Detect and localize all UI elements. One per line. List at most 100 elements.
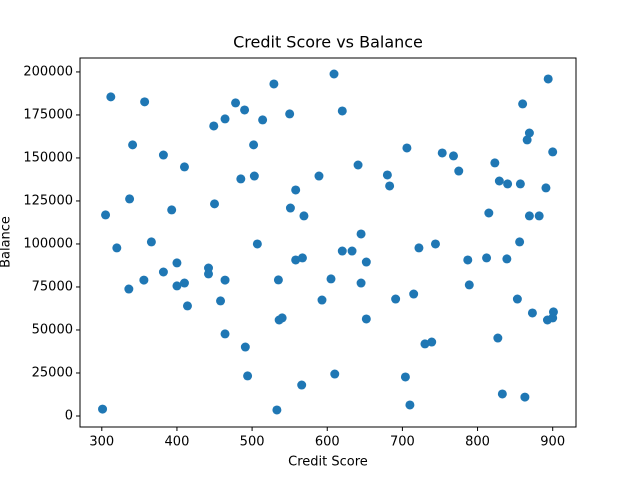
point bbox=[414, 243, 424, 253]
point bbox=[98, 404, 108, 414]
point bbox=[527, 308, 537, 318]
point bbox=[273, 275, 283, 285]
point bbox=[385, 181, 395, 191]
x-tick-label: 900 bbox=[540, 435, 565, 450]
point bbox=[125, 194, 135, 204]
y-tick-label: 200000 bbox=[23, 64, 73, 79]
point bbox=[277, 313, 287, 323]
point bbox=[317, 295, 327, 305]
point bbox=[231, 98, 241, 108]
x-tick-label: 700 bbox=[390, 435, 415, 450]
point bbox=[337, 246, 347, 256]
y-axis-label: Balance bbox=[0, 216, 14, 268]
point bbox=[503, 179, 513, 189]
point bbox=[249, 171, 259, 181]
point bbox=[272, 405, 282, 415]
point bbox=[179, 278, 189, 288]
point bbox=[522, 135, 532, 145]
point bbox=[326, 274, 336, 284]
point bbox=[524, 211, 534, 221]
point bbox=[182, 301, 192, 311]
point bbox=[236, 174, 246, 184]
point bbox=[524, 128, 534, 138]
point bbox=[216, 296, 226, 306]
point bbox=[158, 267, 168, 277]
point bbox=[464, 280, 474, 290]
point bbox=[548, 147, 558, 157]
x-tick-label: 300 bbox=[89, 435, 114, 450]
y-tick-label: 25000 bbox=[32, 365, 73, 380]
point bbox=[204, 269, 214, 279]
y-tick-label: 75000 bbox=[32, 279, 73, 294]
point bbox=[515, 179, 525, 189]
point bbox=[314, 171, 324, 181]
point bbox=[515, 237, 525, 247]
point bbox=[543, 74, 553, 84]
point bbox=[356, 278, 366, 288]
point bbox=[548, 307, 558, 317]
point bbox=[534, 211, 544, 221]
point bbox=[347, 246, 357, 256]
point bbox=[299, 211, 309, 221]
point bbox=[353, 160, 363, 170]
point bbox=[482, 253, 492, 263]
point bbox=[285, 203, 295, 213]
point bbox=[128, 140, 138, 150]
point bbox=[402, 143, 412, 153]
plot-frame bbox=[79, 57, 577, 428]
point bbox=[291, 255, 301, 265]
point bbox=[427, 337, 437, 347]
point bbox=[146, 237, 156, 247]
point bbox=[209, 121, 219, 131]
point bbox=[112, 243, 122, 253]
point bbox=[484, 208, 494, 218]
x-tick-label: 800 bbox=[465, 435, 490, 450]
point bbox=[210, 199, 220, 209]
point bbox=[297, 253, 307, 263]
x-tick-label: 600 bbox=[315, 435, 340, 450]
point bbox=[258, 115, 268, 125]
point bbox=[494, 176, 504, 186]
point bbox=[101, 210, 111, 220]
point bbox=[497, 389, 507, 399]
y-tick-label: 150000 bbox=[23, 150, 73, 165]
point bbox=[240, 342, 250, 352]
chart-title: Credit Score vs Balance bbox=[233, 33, 423, 52]
point bbox=[361, 314, 371, 324]
point bbox=[220, 114, 230, 124]
point bbox=[409, 289, 419, 299]
point bbox=[400, 372, 410, 382]
point bbox=[430, 239, 440, 249]
point bbox=[463, 255, 473, 265]
point bbox=[172, 258, 182, 268]
y-tick-label: 50000 bbox=[32, 322, 73, 337]
point bbox=[520, 392, 530, 402]
point bbox=[405, 400, 415, 410]
point bbox=[249, 140, 259, 150]
y-tick-label: 125000 bbox=[23, 193, 73, 208]
point bbox=[139, 275, 149, 285]
point bbox=[391, 294, 401, 304]
point bbox=[518, 99, 528, 109]
point bbox=[329, 69, 339, 79]
y-tick-label: 0 bbox=[65, 408, 73, 423]
point bbox=[449, 151, 459, 161]
point bbox=[220, 329, 230, 339]
x-axis-label: Credit Score bbox=[288, 455, 368, 470]
point bbox=[124, 284, 134, 294]
point bbox=[437, 148, 447, 158]
point bbox=[106, 92, 116, 102]
point bbox=[297, 380, 307, 390]
point bbox=[337, 106, 347, 116]
point bbox=[291, 185, 301, 195]
point bbox=[240, 105, 250, 115]
point bbox=[158, 150, 168, 160]
x-tick-label: 400 bbox=[165, 435, 190, 450]
point bbox=[493, 333, 503, 343]
point bbox=[252, 239, 262, 249]
point bbox=[285, 109, 295, 119]
point bbox=[541, 183, 551, 193]
point bbox=[490, 158, 500, 168]
